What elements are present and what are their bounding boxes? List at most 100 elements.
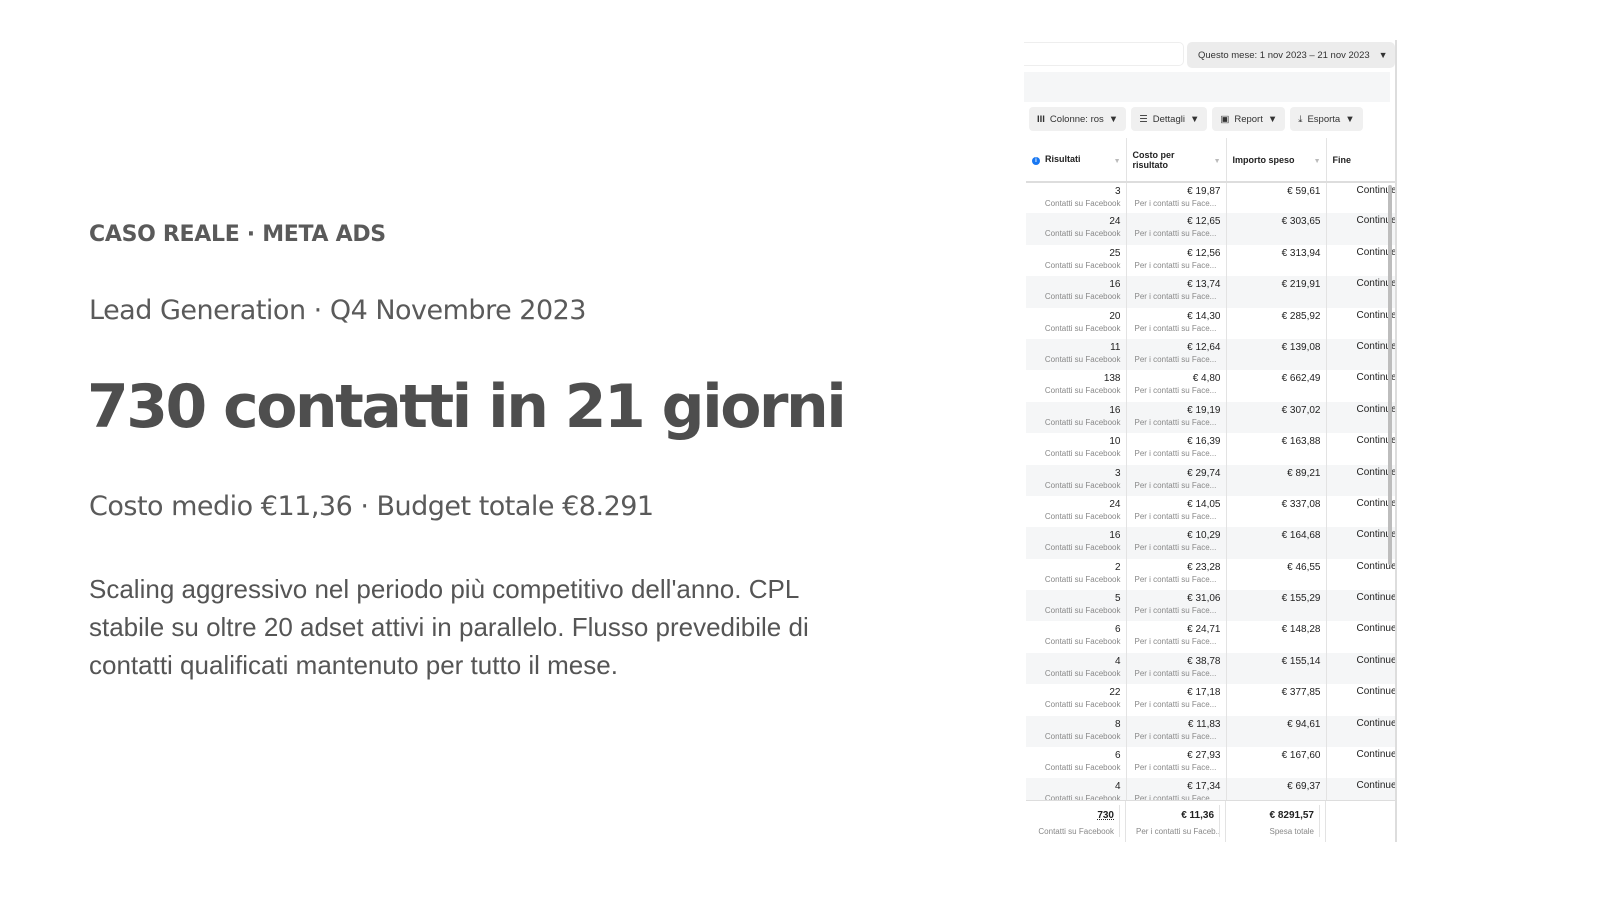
- results-value: 22: [1109, 687, 1121, 699]
- cost-value: € 12,64: [1187, 341, 1221, 353]
- end-value: Continue: [1326, 747, 1395, 779]
- table-row[interactable]: 16 Contatti su Facebook € 10,29 Per i cont…: [1026, 527, 1395, 559]
- description: Scaling aggressivo nel periodo più compe…: [89, 574, 809, 680]
- table-row[interactable]: 5 Contatti su Facebook € 31,06 Per i conta…: [1026, 590, 1395, 622]
- table-row[interactable]: 16 Contatti su Facebook € 19,19 Per i cont…: [1026, 401, 1395, 434]
- end-value: Continue: [1326, 527, 1395, 559]
- caret-down-icon: ▼: [1345, 113, 1355, 125]
- results-value: 10: [1109, 436, 1121, 448]
- end-value: Continue: [1326, 182, 1395, 214]
- header-label: Importo speso: [1232, 154, 1295, 165]
- end-value: Continue: [1326, 495, 1395, 528]
- cost-value: € 10,29: [1187, 530, 1221, 542]
- table-row[interactable]: 22 Contatti su Facebook € 17,18 Per i cont…: [1026, 684, 1395, 716]
- table-row[interactable]: 24 Contatti su Facebook € 12,65 Per i cont…: [1026, 213, 1395, 245]
- end-value: Continue: [1326, 464, 1395, 496]
- table-row[interactable]: 6 Contatti su Facebook € 27,93 Per i conta…: [1026, 747, 1395, 779]
- table-row[interactable]: 11 Contatti su Facebook € 12,64 Per i cont…: [1026, 338, 1395, 371]
- header-spent[interactable]: Importo speso ▼: [1226, 138, 1327, 183]
- table-row[interactable]: 25 Contatti su Facebook € 12,56 Per i cont…: [1026, 244, 1395, 277]
- results-value: 16: [1109, 404, 1121, 416]
- cost-sub: Per i contatti su Face...: [1134, 700, 1217, 710]
- results-value: 3: [1114, 186, 1121, 197]
- table-row[interactable]: 3 Contatti su Facebook € 19,87 Per i conta…: [1026, 182, 1395, 214]
- total-spent-sub: Spesa totale: [1231, 822, 1320, 837]
- results-value: 138: [1103, 373, 1121, 385]
- report-label: Report: [1234, 113, 1263, 125]
- spent-value: € 94,61: [1287, 718, 1321, 730]
- end-value: Continue: [1326, 558, 1395, 591]
- search-input[interactable]: [1024, 42, 1184, 66]
- end-value: Continue: [1326, 276, 1395, 308]
- table-row[interactable]: 10 Contatti su Facebook € 16,39 Per i cont…: [1026, 433, 1395, 465]
- headline: 730 contatti in 21 giorni: [87, 372, 847, 442]
- end-value: Continue: [1326, 590, 1395, 622]
- details-icon: ☰: [1139, 113, 1148, 125]
- columns-button[interactable]: III Colonne: ros ▼: [1029, 107, 1127, 131]
- eyebrow-label: CASO REALE · META ADS: [89, 222, 386, 247]
- ads-manager-screenshot: Questo mese: 1 nov 2023 – 21 nov 2023 ▼ I…: [1024, 40, 1397, 842]
- report-button[interactable]: ▣ Report ▼: [1212, 107, 1286, 131]
- export-label: Esporta: [1307, 113, 1341, 125]
- download-icon: ⤓: [1298, 113, 1303, 125]
- end-value: Continue: [1326, 213, 1395, 245]
- cost-value: € 23,28: [1187, 561, 1221, 573]
- cost-value: € 14,30: [1187, 310, 1221, 322]
- results-value: 6: [1114, 750, 1121, 762]
- scrollbar[interactable]: [1388, 185, 1392, 565]
- results-sub: Contatti su Facebook: [1044, 668, 1121, 678]
- table-row[interactable]: 4 Contatti su Facebook € 38,78 Per i conta…: [1026, 652, 1395, 685]
- header-end[interactable]: Fine: [1326, 138, 1395, 183]
- spent-value: € 69,37: [1287, 781, 1321, 793]
- spent-value: € 285,92: [1281, 310, 1321, 322]
- cost-sub: Per i contatti su Face...: [1134, 386, 1217, 396]
- end-value: Continue: [1326, 652, 1395, 685]
- cost-sub: Per i contatti su Face...: [1134, 260, 1217, 270]
- export-button[interactable]: ⤓ Esporta ▼: [1290, 107, 1363, 131]
- subtitle: Lead Generation · Q4 Novembre 2023: [89, 295, 587, 326]
- spent-value: € 377,85: [1281, 687, 1321, 699]
- spent-value: € 155,29: [1281, 593, 1321, 605]
- results-value: 4: [1114, 781, 1121, 793]
- results-value: 11: [1110, 341, 1121, 353]
- filter-bar: [1024, 72, 1390, 102]
- spent-value: € 167,60: [1281, 750, 1321, 762]
- spent-value: € 307,02: [1281, 404, 1321, 416]
- cost-sub: Per i contatti su Face...: [1134, 731, 1217, 741]
- cost-sub: Per i contatti su Face...: [1134, 449, 1217, 459]
- details-button[interactable]: ☰ Dettagli ▼: [1131, 107, 1208, 131]
- results-table: i Risultati ▼ Costo per risultato ▼ Importo…: [1026, 138, 1395, 810]
- table-row[interactable]: 16 Contatti su Facebook € 13,74 Per i cont…: [1026, 276, 1395, 308]
- report-icon: ▣: [1220, 113, 1230, 125]
- table-row[interactable]: 138 Contatti su Facebook € 4,80 Per i cont…: [1026, 370, 1395, 402]
- cost-sub: Per i contatti su Face...: [1134, 292, 1217, 302]
- table-row[interactable]: 8 Contatti su Facebook € 11,83 Per i conta…: [1026, 715, 1395, 748]
- total-results-sub: Contatti su Facebook: [1031, 822, 1120, 837]
- cost-sub: Per i contatti su Face...: [1134, 354, 1217, 364]
- header-cost[interactable]: Costo per risultato ▼: [1126, 138, 1227, 183]
- table-row[interactable]: 2 Contatti su Facebook € 23,28 Per i conta…: [1026, 558, 1395, 591]
- total-results: 730: [1031, 805, 1120, 822]
- columns-label: Colonne: ros: [1049, 113, 1104, 125]
- header-results[interactable]: i Risultati ▼: [1026, 138, 1127, 183]
- table-row[interactable]: 3 Contatti su Facebook € 29,74 Per i conta…: [1026, 464, 1395, 496]
- table-row[interactable]: 20 Contatti su Facebook € 14,30 Per i cont…: [1026, 307, 1395, 339]
- info-icon: i: [1032, 157, 1040, 165]
- results-value: 4: [1114, 655, 1121, 667]
- date-range-button[interactable]: Questo mese: 1 nov 2023 – 21 nov 2023 ▼: [1187, 42, 1395, 68]
- columns-icon: III: [1037, 113, 1045, 125]
- results-sub: Contatti su Facebook: [1044, 543, 1121, 553]
- table-row[interactable]: 24 Contatti su Facebook € 14,05 Per i cont…: [1026, 495, 1395, 528]
- table-row[interactable]: 6 Contatti su Facebook € 24,71 Per i conta…: [1026, 621, 1395, 653]
- cost-value: € 4,80: [1192, 373, 1221, 385]
- cost-sub: Per i contatti su Face...: [1134, 574, 1217, 584]
- results-value: 20: [1109, 310, 1121, 322]
- results-sub: Contatti su Facebook: [1044, 606, 1121, 616]
- cost-value: € 19,19: [1187, 404, 1221, 416]
- cost-value: € 12,56: [1187, 247, 1221, 259]
- results-sub: Contatti su Facebook: [1044, 511, 1121, 521]
- caret-down-icon: ▼: [1267, 113, 1278, 125]
- cost-value: € 24,71: [1187, 624, 1221, 636]
- results-value: 3: [1114, 467, 1121, 479]
- header-label: Risultati: [1045, 154, 1081, 164]
